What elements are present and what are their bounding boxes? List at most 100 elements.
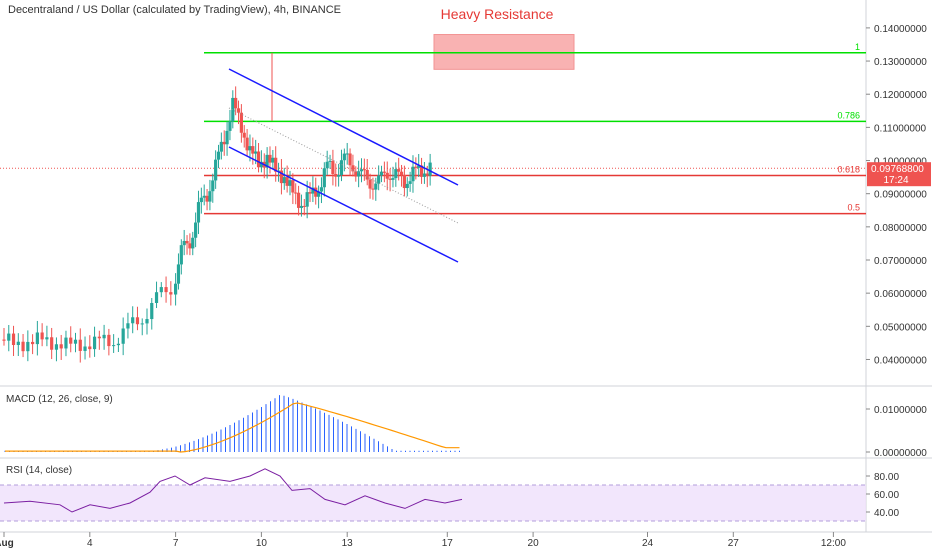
candle-body [428, 162, 432, 176]
candle-body [222, 141, 226, 145]
time-axis-label: 4 [87, 538, 93, 549]
candle-body [135, 317, 140, 325]
fib-level-label: 0.5 [847, 203, 860, 213]
candle-body [391, 178, 395, 180]
candle-body [271, 157, 275, 163]
candle-body [385, 172, 389, 179]
candle-body [382, 171, 386, 173]
time-axis-label: 7 [173, 538, 179, 549]
candle-body [288, 180, 292, 186]
candle-body [208, 191, 212, 202]
candle-body [228, 121, 232, 131]
price-axis-label: 0.10000000 [874, 157, 927, 168]
candle-body [402, 175, 406, 189]
candle-body [354, 171, 358, 177]
fib-level-label: 0.618 [837, 164, 860, 174]
time-axis-label: 10 [256, 538, 268, 549]
candle-body [359, 169, 364, 172]
price-axis-label: 0.04000000 [874, 355, 927, 366]
candle-body [408, 181, 412, 184]
price-axis-label: 0.11000000 [874, 123, 927, 134]
resistance-zone [433, 34, 575, 70]
candle-body [365, 169, 369, 180]
candle-body [379, 171, 384, 176]
candle-body [225, 130, 229, 145]
macd-axis-label: 0.00000000 [874, 448, 927, 459]
candle-body [259, 161, 263, 168]
price-axis-label: 0.09000000 [874, 190, 927, 201]
candle-body [214, 159, 218, 181]
candle-body [154, 292, 159, 303]
candle-body [394, 169, 398, 179]
candle-body [179, 245, 183, 265]
candle-body [11, 333, 16, 346]
rsi-line [3, 468, 463, 513]
last-price-label: 0.09768800 [871, 164, 924, 175]
price-axis-label: 0.12000000 [874, 90, 927, 101]
fib-level-label: 0.786 [837, 110, 860, 120]
candle-body [368, 179, 372, 189]
candle-body [16, 341, 20, 346]
candle-body [199, 197, 203, 203]
price-axis-label: 0.07000000 [874, 256, 927, 267]
candle-body [242, 132, 246, 138]
candle-body [285, 177, 289, 186]
candle-body [73, 339, 78, 344]
rsi-axis-label: 40.00 [874, 508, 899, 519]
time-axis-label: Aug [0, 538, 14, 549]
candle-body [59, 344, 63, 349]
candle-body [325, 161, 329, 169]
candle-body [296, 192, 301, 208]
last-price-badge [867, 162, 931, 187]
candle-body [337, 175, 341, 177]
candle-body [83, 346, 87, 351]
time-axis-label: 13 [342, 538, 354, 549]
candle-body [140, 323, 144, 325]
candle-body [362, 169, 366, 171]
chart-title: Decentraland / US Dollar (calculated by … [8, 4, 342, 16]
candle-body [319, 187, 324, 192]
price-axis-label: 0.05000000 [874, 322, 927, 333]
candle-body [211, 180, 215, 192]
candle-body [345, 153, 349, 155]
candle-body [64, 337, 68, 349]
candle-body [371, 188, 375, 190]
candle-body [97, 336, 101, 339]
candle-body [425, 173, 429, 176]
channel-mid [228, 107, 459, 224]
price-axis-label: 0.06000000 [874, 289, 927, 300]
countdown-label: 17:24 [883, 175, 908, 186]
candle-body [69, 337, 73, 344]
candle-body [145, 319, 149, 324]
candle-body [399, 171, 404, 176]
candle-body [411, 166, 415, 182]
candle-body [112, 345, 116, 347]
candle-body [331, 160, 335, 175]
candle-body [185, 240, 189, 244]
time-axis-label: 12:00 [821, 538, 846, 549]
candle-body [182, 240, 186, 246]
price-axis-label: 0.14000000 [874, 24, 927, 35]
time-axis-label: 17 [442, 538, 454, 549]
candle-body [202, 195, 206, 198]
candle-body [236, 108, 241, 113]
candle-body [176, 264, 181, 284]
candle-body [282, 177, 286, 184]
candle-body [414, 166, 418, 168]
candle-body [78, 339, 82, 351]
candle-body [388, 178, 392, 180]
fib-level-label: 1 [855, 42, 860, 52]
candle-body [50, 337, 54, 350]
macd-signal-line [5, 402, 460, 453]
candle-body [274, 157, 278, 172]
candle-body [194, 222, 198, 238]
macd-title: MACD (12, 26, close, 9) [6, 394, 113, 405]
candle-body [322, 168, 326, 188]
candle-body [342, 153, 346, 161]
candle-body [196, 202, 201, 223]
candle-body [311, 187, 315, 194]
candle-body [294, 192, 298, 194]
candle-body [121, 328, 125, 344]
candle-body [102, 334, 106, 339]
candle-body [54, 344, 59, 350]
